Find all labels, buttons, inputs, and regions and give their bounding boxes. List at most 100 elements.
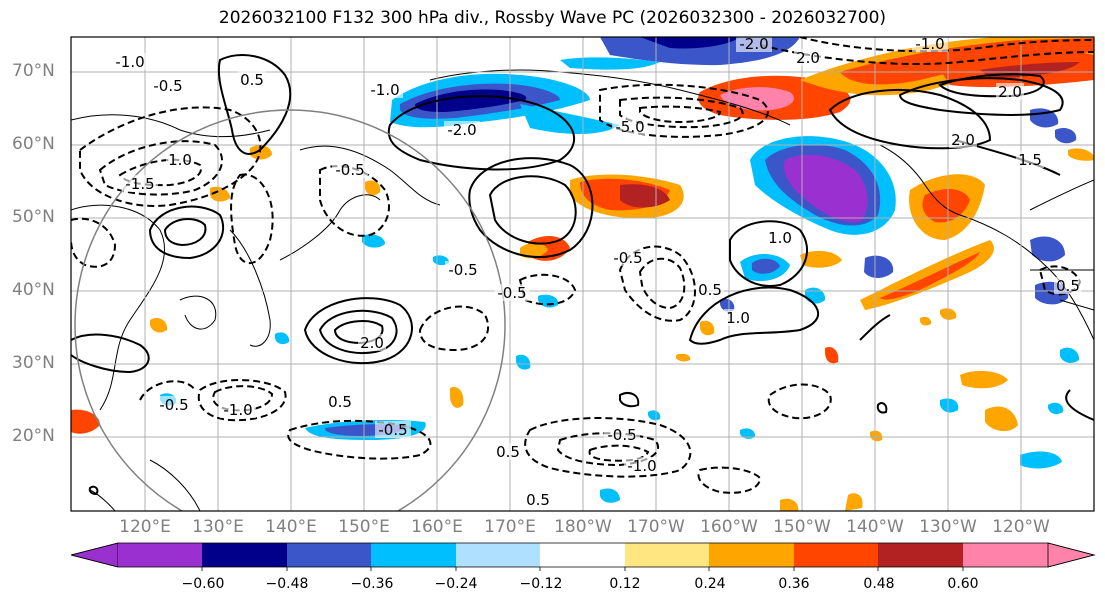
lon-label-140e: 140°E: [265, 517, 317, 537]
map-frame: [70, 36, 1095, 512]
contour-label: -0.5: [378, 421, 407, 439]
contour-label: -0.5: [613, 249, 642, 267]
contour-label-bg: [624, 457, 660, 474]
contour-label-bg: [996, 83, 1024, 100]
contour-label-bg: [156, 396, 192, 413]
contour-label: -1.0: [223, 401, 252, 419]
contour-label-bg: [375, 421, 411, 438]
contour-label-bg: [332, 161, 368, 178]
map-title: 2026032100 F132 300 hPa div., Rossby Wav…: [218, 8, 887, 28]
contour-label-bg: [494, 284, 530, 301]
contour-label: -1.0: [915, 35, 944, 53]
colorbar-tick-label: 0.12: [609, 576, 641, 592]
contour-label: -5.0: [615, 118, 644, 136]
contour-label-bg: [794, 49, 822, 66]
colorbar-swatch: [878, 543, 963, 567]
wave-region-circle: [74, 109, 506, 511]
lat-label-20n: 20°N: [12, 426, 55, 446]
contour-label: -1.0: [627, 457, 656, 475]
lat-label-60n: 60°N: [12, 134, 55, 154]
contour-label: -1.5: [125, 175, 154, 193]
contour-label-bg: [610, 249, 646, 266]
lon-label-130w: 130°W: [919, 517, 977, 537]
contour-label-bg: [326, 393, 354, 410]
colorbar-outline: [70, 542, 1096, 568]
contour-label-bg: [724, 309, 752, 326]
contour-label: 0.5: [1056, 277, 1080, 295]
lon-label-170w: 170°W: [627, 517, 685, 537]
divergence-shading: [71, 37, 1094, 511]
lon-label-120w: 120°W: [992, 517, 1050, 537]
colorbar-tick-label: 0.36: [778, 576, 810, 592]
contour-label: -0.5: [448, 261, 477, 279]
colorbar-tick-label: −0.24: [434, 576, 478, 592]
lat-label-50n: 50°N: [12, 207, 55, 227]
lon-label-160w: 160°W: [700, 517, 758, 537]
colorbar-swatch: [625, 543, 709, 567]
colorbar-swatch: [371, 543, 456, 567]
colorbar-tick-label: −0.48: [265, 576, 309, 592]
contour-label-bg: [494, 443, 522, 460]
colorbar-swatch: [963, 543, 1048, 567]
contour-label: 1.0: [768, 229, 792, 247]
contour-label: 2.0: [796, 49, 820, 67]
colorbar: [70, 542, 1096, 571]
colorbar-tick-label: −0.36: [350, 576, 394, 592]
contour-label-bg: [524, 491, 552, 508]
contour-label: -1.0: [115, 53, 144, 71]
contour-label-bg: [766, 229, 794, 246]
lat-label-30n: 30°N: [12, 353, 55, 373]
contour-label-bg: [612, 118, 648, 135]
contour-label: 0.5: [698, 281, 722, 299]
contour-label-bg: [122, 175, 158, 192]
lon-label-150w: 150°W: [773, 517, 831, 537]
colorbar-tick-label: 0.24: [694, 576, 726, 592]
colorbar-extend-low: [70, 542, 119, 568]
contour-label: 1.0: [168, 151, 192, 169]
contour-label-bg: [1016, 151, 1044, 168]
contour-label-bg: [358, 334, 386, 351]
lon-label-140w: 140°W: [846, 517, 904, 537]
colorbar-swatch: [456, 543, 540, 567]
contour-labels: -1.0 -0.5 -1.5 1.0 -0.5 0.5 -1.0 -2.0 -5.0 -2.0 2.…: [112, 35, 1082, 509]
contour-label-bg: [150, 77, 186, 94]
colorbar-tick-label: 0.48: [863, 576, 895, 592]
lon-label-180w: 180°W: [554, 517, 612, 537]
map-plot-area: [71, 37, 1094, 511]
contour-label-bg: [220, 401, 256, 418]
lon-label-160e: 160°E: [411, 517, 463, 537]
contour-label: -0.5: [497, 284, 526, 302]
colorbar-swatch: [794, 543, 878, 567]
contour-label: -0.5: [607, 426, 636, 444]
contour-label: -0.5: [153, 77, 182, 95]
contour-label-bg: [604, 426, 640, 443]
contour-label: -0.5: [335, 161, 364, 179]
contour-label-bg: [736, 35, 772, 52]
colorbar-swatch: [709, 543, 794, 567]
contour-label: 0.5: [526, 491, 550, 509]
lon-label-170e: 170°E: [484, 517, 536, 537]
contour-label: 2.0: [998, 83, 1022, 101]
colorbar-tick-label: −0.60: [181, 576, 225, 592]
contour-label: 2.0: [951, 131, 975, 149]
contour-label-bg: [166, 151, 194, 168]
contour-label: -2.0: [447, 121, 476, 139]
lat-label-40n: 40°N: [12, 280, 55, 300]
colorbar-swatch: [202, 543, 287, 567]
contour-label: 2.0: [360, 334, 384, 352]
contour-label-bg: [445, 261, 481, 278]
colorbar-extend-high: [1047, 542, 1096, 568]
colorbar-tick-label: −0.12: [519, 576, 563, 592]
contour-label: 0.5: [328, 393, 352, 411]
colorbar-swatch: [287, 543, 371, 567]
contour-label: -2.0: [739, 35, 768, 53]
contour-label: 1.0: [726, 309, 750, 327]
contour-label: 0.5: [240, 71, 264, 89]
colorbar-swatch: [118, 543, 202, 567]
contour-label: -1.0: [370, 81, 399, 99]
colorbar-swatch: [540, 543, 625, 567]
colorbar-tick-label: 0.60: [947, 576, 979, 592]
contour-label: 0.5: [496, 443, 520, 461]
contour-label-bg: [912, 35, 948, 52]
